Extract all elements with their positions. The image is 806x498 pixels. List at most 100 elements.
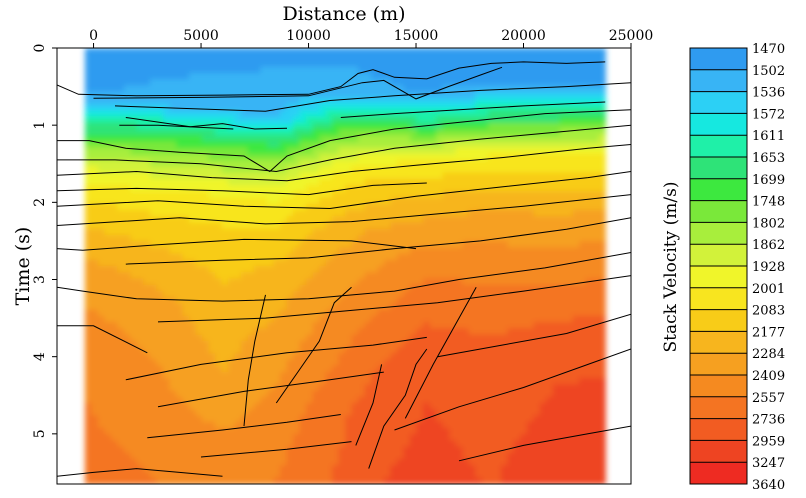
velocity-cell <box>351 72 359 80</box>
velocity-cell <box>182 371 190 379</box>
velocity-cell <box>97 128 106 136</box>
velocity-cell <box>436 172 444 180</box>
velocity-cell <box>299 209 307 217</box>
velocity-cell <box>228 259 236 267</box>
velocity-cell <box>429 104 437 111</box>
velocity-cell <box>442 91 450 99</box>
velocity-cell <box>175 185 184 192</box>
velocity-cell <box>189 446 197 454</box>
velocity-cell <box>345 452 353 460</box>
velocity-cell <box>293 409 301 417</box>
velocity-cell <box>149 203 158 211</box>
velocity-cell <box>182 309 190 317</box>
velocity-cell <box>234 378 242 385</box>
velocity-cell <box>501 396 509 404</box>
velocity-cell <box>494 403 502 410</box>
velocity-cell <box>455 371 463 379</box>
velocity-cell <box>481 459 489 466</box>
velocity-cell <box>136 421 145 429</box>
velocity-cell <box>202 48 210 55</box>
velocity-cell <box>97 185 106 192</box>
velocity-cell <box>345 477 353 484</box>
velocity-cell <box>377 209 385 217</box>
velocity-cell <box>403 253 411 261</box>
velocity-cell <box>149 72 158 80</box>
velocity-cell <box>136 353 145 361</box>
velocity-cell <box>494 340 502 348</box>
velocity-cell <box>267 290 275 298</box>
velocity-cell <box>162 203 171 211</box>
velocity-cell <box>358 340 366 348</box>
velocity-cell <box>345 91 353 99</box>
velocity-cell <box>540 85 548 93</box>
velocity-cell <box>319 334 327 342</box>
velocity-cell <box>501 440 509 448</box>
velocity-cell <box>338 471 346 479</box>
velocity-cell <box>234 241 242 248</box>
velocity-cell <box>254 371 262 379</box>
velocity-cell <box>221 216 229 223</box>
velocity-cell <box>175 297 184 304</box>
velocity-cell <box>481 209 489 217</box>
velocity-cell <box>182 247 190 255</box>
velocity-cell <box>501 378 509 385</box>
velocity-cell <box>358 153 366 161</box>
velocity-cell <box>481 409 489 417</box>
velocity-cell <box>514 91 522 99</box>
velocity-cell <box>332 421 340 429</box>
velocity-cell <box>110 153 119 161</box>
velocity-cell <box>254 434 262 441</box>
velocity-cell <box>91 266 99 273</box>
velocity-cell <box>429 241 437 248</box>
velocity-cell <box>195 147 203 155</box>
velocity-cell <box>91 297 99 304</box>
velocity-cell <box>156 334 164 342</box>
velocity-cell <box>182 54 190 62</box>
velocity-cell <box>455 178 463 186</box>
velocity-cell <box>202 178 210 186</box>
velocity-cell <box>299 477 307 484</box>
velocity-cell <box>358 421 366 429</box>
velocity-cell <box>527 278 535 286</box>
velocity-cell <box>358 234 366 242</box>
velocity-cell <box>540 135 548 143</box>
velocity-cell <box>475 241 483 248</box>
velocity-cell <box>149 116 158 124</box>
velocity-cell <box>234 427 242 435</box>
velocity-cell <box>247 228 255 236</box>
velocity-cell <box>345 427 353 435</box>
velocity-cell <box>273 421 281 429</box>
velocity-cell <box>267 66 275 74</box>
velocity-cell <box>338 421 346 429</box>
velocity-cell <box>377 97 385 105</box>
velocity-cell <box>325 434 333 441</box>
velocity-cell <box>215 72 223 80</box>
velocity-cell <box>507 91 515 99</box>
velocity-cell <box>527 91 535 99</box>
velocity-cell <box>436 459 444 466</box>
velocity-cell <box>293 185 301 192</box>
velocity-cell <box>501 116 509 124</box>
velocity-cell <box>84 85 93 93</box>
velocity-cell <box>475 340 483 348</box>
velocity-cell <box>514 122 522 130</box>
velocity-cell <box>286 54 294 62</box>
velocity-cell <box>397 322 405 329</box>
velocity-cell <box>182 266 190 273</box>
velocity-cell <box>507 48 515 55</box>
velocity-cell <box>436 396 444 404</box>
velocity-cell <box>325 110 333 118</box>
velocity-cell <box>84 259 93 267</box>
velocity-cell <box>215 128 223 136</box>
velocity-cell <box>442 222 450 230</box>
velocity-cell <box>423 153 431 161</box>
velocity-cell <box>241 185 249 192</box>
velocity-cell <box>488 415 496 423</box>
velocity-cell <box>97 390 106 398</box>
velocity-cell <box>390 203 398 211</box>
velocity-cell <box>345 465 353 473</box>
velocity-cell <box>149 66 158 74</box>
velocity-cell <box>338 191 346 199</box>
velocity-cell <box>449 403 457 410</box>
velocity-cell <box>241 54 249 62</box>
